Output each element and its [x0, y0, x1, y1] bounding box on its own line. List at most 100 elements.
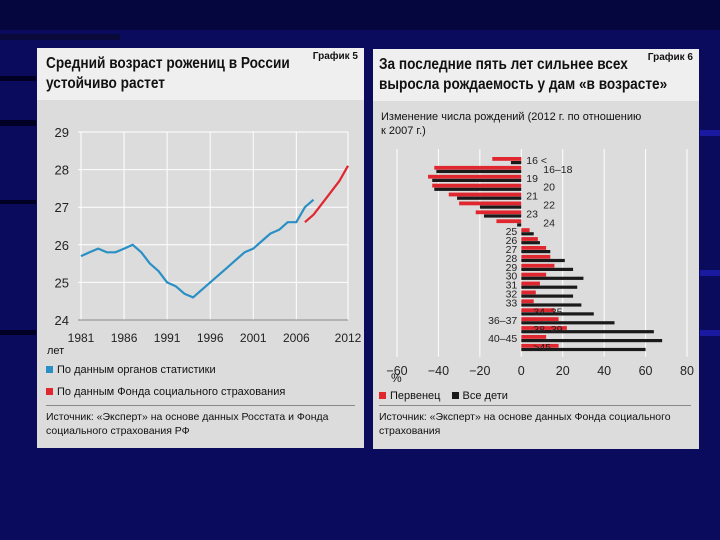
- bar-first-child: [496, 219, 522, 224]
- bar-all-children: [521, 347, 646, 352]
- x-tick-label: −20: [469, 364, 490, 378]
- bar-first-child: [521, 308, 555, 313]
- chart6-unit-label: %: [391, 371, 402, 385]
- x-tick-label: 0: [518, 364, 525, 378]
- bar-all-children: [521, 267, 574, 271]
- category-label: 28: [506, 253, 518, 265]
- category-label: 34–35: [533, 306, 562, 318]
- bar-all-children: [517, 223, 522, 227]
- legend-swatch-red: [46, 387, 53, 395]
- bar-all-children: [457, 196, 522, 200]
- series-line-social-insurance: [304, 165, 349, 224]
- bar-all-children: [484, 214, 522, 218]
- chart6-header: За последние пять лет сильнее всех вырос…: [373, 49, 699, 101]
- bar-all-children: [479, 205, 522, 209]
- chart6-legend-item-1: Первенец: [379, 390, 440, 402]
- bar-first-child: [432, 183, 522, 188]
- legend-swatch-red: [379, 391, 386, 399]
- bar-first-child: [521, 263, 555, 268]
- category-label: 33: [506, 297, 518, 309]
- bar-first-child: [521, 326, 567, 330]
- y-tick-label: 29: [55, 125, 69, 140]
- chart6-title: За последние пять лет сильнее всех вырос…: [379, 56, 668, 93]
- chart5-unit-label: лет: [47, 345, 65, 357]
- bar-first-child: [475, 210, 522, 215]
- bar-first-child: [521, 272, 547, 277]
- x-tick-label: −60: [386, 364, 407, 378]
- bar-first-child: [492, 157, 522, 161]
- bar-all-children: [521, 250, 551, 254]
- x-tick-label: 1986: [111, 331, 138, 345]
- category-label: 31: [506, 280, 518, 292]
- legend-swatch-black: [451, 391, 459, 399]
- category-label: 25: [506, 226, 518, 238]
- chart6-source-divider: [379, 405, 691, 406]
- category-label: >45: [533, 342, 551, 354]
- bar-all-children: [521, 330, 654, 334]
- x-tick-label: 2001: [240, 331, 267, 345]
- x-tick-label: 2012: [335, 331, 362, 345]
- x-tick-label: 1981: [68, 331, 95, 345]
- bar-first-child: [434, 165, 522, 170]
- bar-first-child: [521, 246, 547, 250]
- category-label: 16 <: [526, 155, 547, 167]
- chart6-source: Источник: «Эксперт» на основе данных Фон…: [379, 411, 671, 437]
- category-label: 26: [506, 235, 518, 247]
- bar-first-child: [448, 192, 522, 197]
- category-label: 30: [506, 271, 518, 283]
- category-label: 29: [506, 262, 518, 274]
- category-label: 22: [543, 200, 555, 212]
- chart5-legend-item-2: По данным Фонда социального страхования: [46, 386, 285, 398]
- chart6-panel: За последние пять лет сильнее всех вырос…: [373, 49, 699, 449]
- x-tick-label: 40: [597, 364, 611, 378]
- chart5-title: Средний возраст рожениц в России устойчи…: [46, 55, 290, 92]
- bar-all-children: [521, 258, 565, 263]
- bar-first-child: [521, 254, 551, 259]
- category-label: 21: [526, 191, 538, 203]
- bar-first-child: [428, 174, 522, 179]
- category-label: 27: [506, 244, 518, 256]
- bar-first-child: [521, 228, 530, 232]
- bar-all-children: [521, 339, 663, 343]
- y-tick-label: 24: [55, 313, 69, 328]
- category-label: 20: [543, 182, 555, 194]
- x-tick-label: 80: [680, 364, 694, 378]
- bar-all-children: [521, 285, 578, 289]
- y-tick-label: 27: [55, 200, 69, 215]
- bar-first-child: [521, 335, 547, 339]
- bar-all-children: [510, 161, 522, 165]
- category-label: 24: [543, 217, 555, 229]
- chart5-legend-item-1: По данным органов статистики: [46, 364, 216, 376]
- bar-all-children: [432, 178, 522, 182]
- bar-first-child: [521, 299, 534, 304]
- x-tick-label: 20: [556, 364, 570, 378]
- bar-first-child: [521, 290, 536, 295]
- bar-all-children: [521, 312, 594, 316]
- chart6-badge: График 6: [647, 52, 693, 63]
- x-tick-label: −40: [428, 364, 449, 378]
- series-line-statistics: [80, 198, 315, 299]
- chart5-badge: График 5: [312, 51, 358, 62]
- bar-first-child: [521, 281, 540, 286]
- category-label: 40–45: [488, 333, 517, 345]
- bar-all-children: [521, 232, 534, 236]
- category-label: 32: [506, 289, 518, 301]
- x-tick-label: 2006: [283, 331, 310, 345]
- bar-all-children: [436, 169, 522, 174]
- bar-first-child: [521, 237, 538, 241]
- category-label: 19: [526, 173, 538, 185]
- x-tick-label: 1991: [154, 331, 181, 345]
- bar-all-children: [521, 241, 540, 245]
- category-label: 36–37: [488, 315, 517, 327]
- y-tick-label: 25: [55, 275, 69, 290]
- chart5-plot: 24 25 26 27 28 29 1981 1986 1991 1996 2001 2006 2012: [55, 125, 362, 345]
- bar-all-children: [521, 303, 582, 307]
- category-label: 38–39: [533, 324, 562, 336]
- bar-first-child: [521, 317, 559, 321]
- x-tick-label: 1996: [197, 331, 224, 345]
- y-tick-label: 26: [55, 238, 69, 253]
- bar-all-children: [521, 294, 574, 298]
- chart5-source-divider: [46, 405, 355, 406]
- y-tick-label: 28: [55, 163, 69, 178]
- bar-all-children: [521, 321, 615, 325]
